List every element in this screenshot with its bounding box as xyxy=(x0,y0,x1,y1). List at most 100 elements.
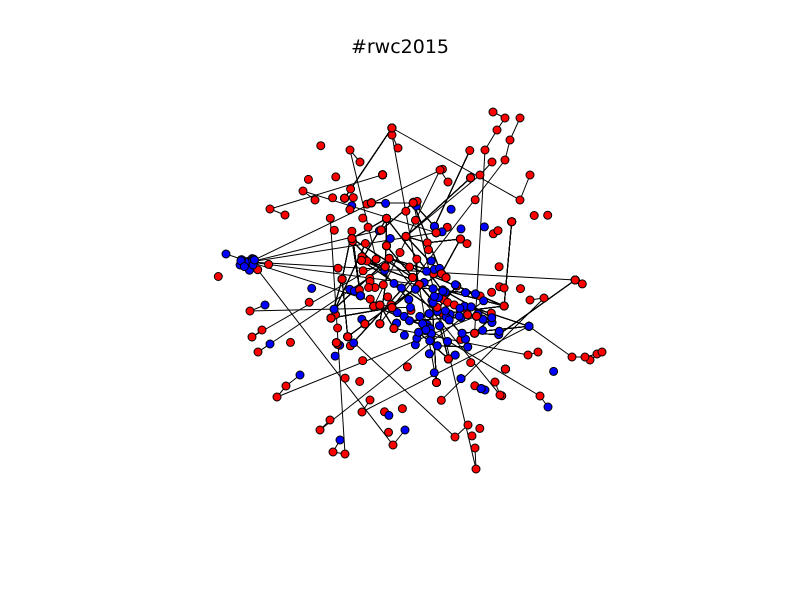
red-node xyxy=(441,273,451,283)
blue-node xyxy=(426,256,436,266)
blue-node xyxy=(405,316,414,326)
network-edge xyxy=(269,174,383,210)
red-node xyxy=(325,415,335,425)
blue-node xyxy=(349,338,359,348)
red-node xyxy=(493,226,503,236)
blue-node xyxy=(476,384,486,394)
blue-node xyxy=(524,321,534,331)
blue-node xyxy=(381,198,391,208)
blue-node xyxy=(249,255,259,265)
network-edge xyxy=(276,315,477,398)
red-node xyxy=(423,245,433,255)
blue-node xyxy=(435,321,444,331)
network-edge xyxy=(440,238,461,274)
red-node xyxy=(360,239,370,248)
network-edge xyxy=(503,221,513,307)
blue-node xyxy=(221,249,231,259)
red-node xyxy=(333,263,343,273)
network-edge xyxy=(302,190,437,234)
blue-node xyxy=(429,368,439,378)
blue-node xyxy=(429,291,439,301)
red-node xyxy=(389,323,399,333)
blue-node xyxy=(389,278,399,288)
red-node xyxy=(490,377,500,387)
network-edge xyxy=(249,261,576,281)
blue-node xyxy=(424,309,434,319)
blue-node xyxy=(494,326,504,336)
red-node xyxy=(494,262,504,272)
red-node xyxy=(316,141,326,151)
blue-node xyxy=(329,304,339,314)
blue-node xyxy=(428,284,438,294)
blue-node xyxy=(455,303,465,313)
red-node xyxy=(516,284,525,294)
red-node xyxy=(358,356,368,366)
red-node xyxy=(213,272,223,281)
red-node xyxy=(401,206,411,216)
red-node xyxy=(411,215,420,225)
red-node xyxy=(507,217,517,227)
red-node xyxy=(387,303,397,313)
red-node xyxy=(382,241,391,251)
blue-node xyxy=(479,222,489,232)
blue-node xyxy=(424,349,434,359)
blue-node xyxy=(356,291,365,301)
red-node xyxy=(360,319,370,329)
blue-node xyxy=(330,351,340,361)
red-node xyxy=(450,432,460,442)
red-node xyxy=(499,301,509,311)
red-node xyxy=(272,392,282,402)
red-node xyxy=(325,213,335,223)
network-edge xyxy=(249,229,382,263)
red-node xyxy=(432,378,441,387)
red-node xyxy=(405,262,415,272)
red-node xyxy=(355,377,365,386)
red-node xyxy=(387,123,397,133)
node-layer xyxy=(213,107,607,474)
red-node xyxy=(382,213,392,223)
red-node xyxy=(597,347,607,357)
red-node xyxy=(345,205,355,215)
blue-node xyxy=(384,410,394,420)
red-node xyxy=(380,262,390,272)
red-node xyxy=(466,173,476,183)
blue-node xyxy=(422,266,432,276)
red-node xyxy=(245,306,255,316)
red-node xyxy=(467,431,477,441)
red-node xyxy=(383,292,393,302)
network-edge xyxy=(361,218,388,261)
network-edge xyxy=(437,345,468,348)
blue-node xyxy=(396,283,406,293)
blue-node xyxy=(411,284,420,294)
red-node xyxy=(333,323,343,333)
red-node xyxy=(431,228,441,238)
network-edge xyxy=(498,279,576,336)
network-edge xyxy=(319,300,484,431)
red-node xyxy=(505,135,515,145)
red-node xyxy=(395,248,405,257)
red-node xyxy=(280,210,290,220)
blue-node xyxy=(307,283,317,293)
blue-node xyxy=(463,342,473,352)
network-edge xyxy=(249,168,443,263)
red-node xyxy=(471,464,481,474)
red-node xyxy=(357,407,367,417)
blue-node xyxy=(405,302,415,312)
blue-node xyxy=(414,327,424,337)
red-node xyxy=(345,145,355,155)
blue-node xyxy=(487,313,497,323)
blue-node xyxy=(549,366,559,376)
red-node xyxy=(388,440,398,450)
red-node xyxy=(463,420,473,430)
red-node xyxy=(371,254,381,264)
red-node xyxy=(347,234,357,244)
blue-node xyxy=(421,325,431,335)
red-node xyxy=(480,145,490,155)
red-node xyxy=(525,170,535,180)
red-node xyxy=(347,226,357,236)
red-node xyxy=(412,254,422,264)
red-node xyxy=(488,107,498,117)
red-node xyxy=(570,275,580,285)
red-node xyxy=(443,177,453,187)
